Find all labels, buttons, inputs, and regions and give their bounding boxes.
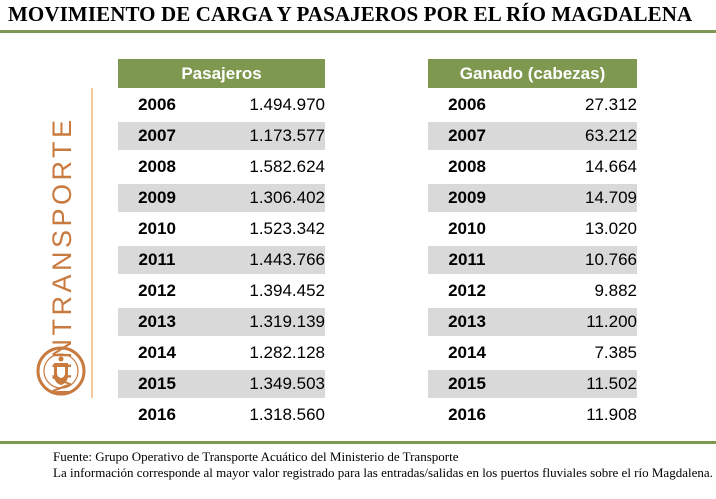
table-row: 2013 11.200 xyxy=(428,308,637,336)
year-cell: 2010 xyxy=(138,219,176,238)
passengers-header-row: Pasajeros xyxy=(118,59,325,88)
footnote: Fuente: Grupo Operativo de Transporte Ac… xyxy=(53,449,713,481)
value-cell: 1.394.452 xyxy=(249,281,325,300)
value-cell: 14.709 xyxy=(506,184,637,212)
table-row: 2016 1.318.560 xyxy=(118,401,325,429)
year-cell: 2013 xyxy=(428,308,506,336)
value-cell: 1.349.503 xyxy=(196,370,325,398)
value-cell: 1.523.342 xyxy=(249,219,325,238)
value-cell: 11.908 xyxy=(586,405,637,424)
year-cell: 2009 xyxy=(428,184,506,212)
value-cell: 14.664 xyxy=(585,157,637,176)
value-cell: 9.882 xyxy=(594,281,637,300)
value-cell: 7.385 xyxy=(594,343,637,362)
year-cell: 2014 xyxy=(138,343,176,362)
table-row: 2011 10.766 xyxy=(428,246,637,274)
value-cell: 63.212 xyxy=(506,122,637,150)
table-row: 2009 14.709 xyxy=(428,184,637,212)
year-cell: 2013 xyxy=(118,308,196,336)
value-cell: 1.318.560 xyxy=(249,405,325,424)
table-row: 2012 1.394.452 xyxy=(118,277,325,305)
table-row: 2014 7.385 xyxy=(428,339,637,367)
year-cell: 2010 xyxy=(448,219,486,238)
table-row: 2008 1.582.624 xyxy=(118,153,325,181)
year-cell: 2011 xyxy=(118,246,196,274)
table-row: 2014 1.282.128 xyxy=(118,339,325,367)
table-row: 2015 1.349.503 xyxy=(118,370,325,398)
value-cell: 1.582.624 xyxy=(249,157,325,176)
value-cell: 1.494.970 xyxy=(249,95,325,114)
year-cell: 2015 xyxy=(118,370,196,398)
page-title: MOVIMIENTO DE CARGA Y PASAJEROS POR EL R… xyxy=(8,2,693,26)
table-row: 2007 63.212 xyxy=(428,122,637,150)
table-row: 2008 14.664 xyxy=(428,153,637,181)
table-row: 2009 1.306.402 xyxy=(118,184,325,212)
year-cell: 2011 xyxy=(428,246,506,274)
year-cell: 2007 xyxy=(118,122,196,150)
value-cell: 11.502 xyxy=(506,370,637,398)
top-divider xyxy=(0,30,716,33)
table-row: 2012 9.882 xyxy=(428,277,637,305)
year-cell: 2009 xyxy=(118,184,196,212)
table-row: 2013 1.319.139 xyxy=(118,308,325,336)
year-cell: 2012 xyxy=(138,281,176,300)
table-row: 2016 11.908 xyxy=(428,401,637,429)
table-row: 2015 11.502 xyxy=(428,370,637,398)
passengers-table: Pasajeros 2006 1.494.970 2007 1.173.577 2008… xyxy=(118,56,325,432)
table-row: 2010 13.020 xyxy=(428,215,637,243)
table-row: 2011 1.443.766 xyxy=(118,246,325,274)
table-row: 2010 1.523.342 xyxy=(118,215,325,243)
year-cell: 2008 xyxy=(138,157,176,176)
value-cell: 1.306.402 xyxy=(196,184,325,212)
table-row: 2006 1.494.970 xyxy=(118,91,325,119)
value-cell: 1.173.577 xyxy=(196,122,325,150)
year-cell: 2008 xyxy=(448,157,486,176)
livestock-header-row: Ganado (cabezas) xyxy=(428,59,637,88)
value-cell: 13.020 xyxy=(585,219,637,238)
value-cell: 1.282.128 xyxy=(249,343,325,362)
value-cell: 27.312 xyxy=(585,95,637,114)
table-row: 2006 27.312 xyxy=(428,91,637,119)
footnote-source: Fuente: Grupo Operativo de Transporte Ac… xyxy=(53,449,459,464)
year-cell: 2016 xyxy=(448,405,486,424)
year-cell: 2006 xyxy=(448,95,486,114)
year-cell: 2012 xyxy=(448,281,486,300)
bottom-divider xyxy=(0,441,716,444)
table-row: 2007 1.173.577 xyxy=(118,122,325,150)
value-cell: 11.200 xyxy=(506,308,637,336)
colombia-seal-icon xyxy=(36,346,86,396)
year-cell: 2015 xyxy=(428,370,506,398)
year-cell: 2014 xyxy=(448,343,486,362)
livestock-header: Ganado (cabezas) xyxy=(428,59,637,88)
brand-divider-line xyxy=(91,88,93,398)
year-cell: 2007 xyxy=(428,122,506,150)
footnote-note: La información corresponde al mayor valo… xyxy=(53,465,713,480)
year-cell: 2006 xyxy=(138,95,176,114)
value-cell: 1.319.139 xyxy=(196,308,325,336)
year-cell: 2016 xyxy=(138,405,176,424)
passengers-header: Pasajeros xyxy=(118,59,325,88)
value-cell: 10.766 xyxy=(506,246,637,274)
value-cell: 1.443.766 xyxy=(196,246,325,274)
livestock-table: Ganado (cabezas) 2006 27.312 2007 63.212 200… xyxy=(428,56,637,432)
